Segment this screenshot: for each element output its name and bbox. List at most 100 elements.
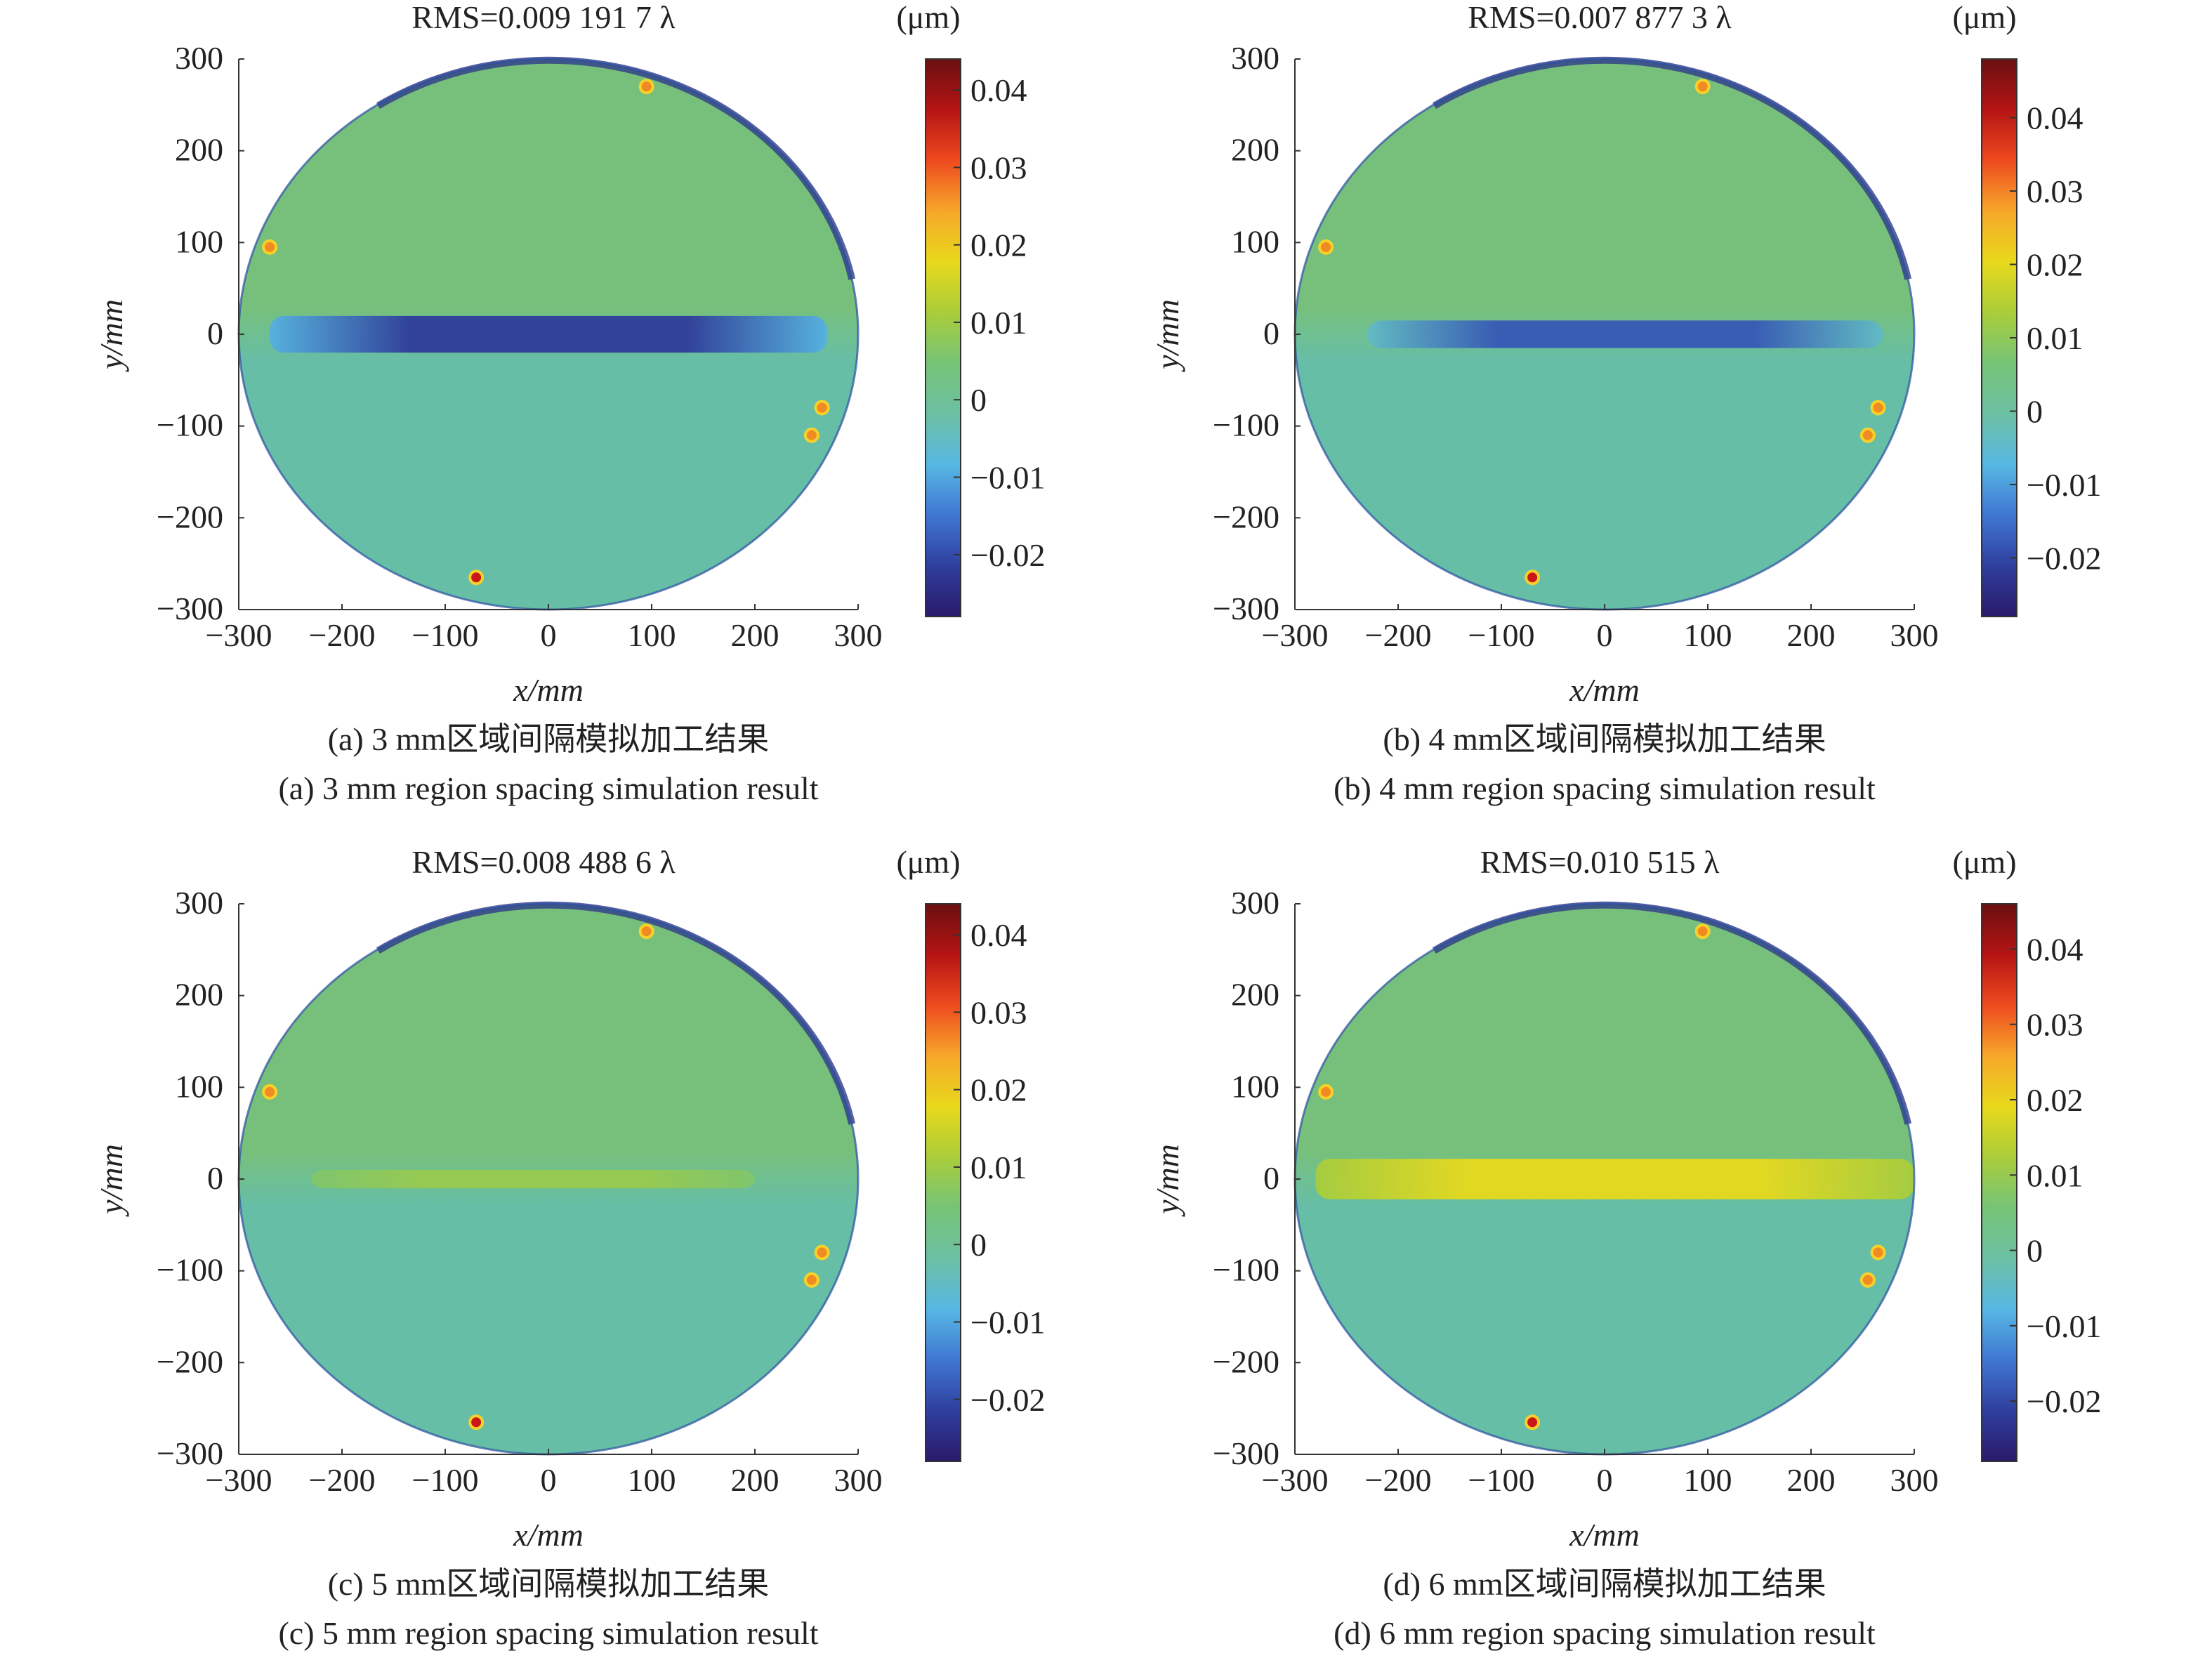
colorbar-tick-label: −0.01 (970, 1305, 1045, 1341)
band-layer (310, 1169, 755, 1189)
x-tick-label: −100 (412, 617, 479, 653)
x-tick-label: 100 (1684, 617, 1732, 653)
y-tick-label: 200 (1231, 977, 1279, 1013)
x-tick-label: −100 (1468, 617, 1535, 653)
y-tick-label: 300 (1231, 885, 1279, 921)
y-tick-label: −300 (157, 1435, 223, 1471)
colorbar-tick-label: 0.01 (970, 305, 1027, 341)
hot-spot (1859, 1272, 1876, 1288)
y-tick-label: 0 (207, 1160, 223, 1196)
x-tick-label: 300 (1890, 617, 1939, 653)
colorbar-tick-label: 0 (970, 382, 987, 418)
colorbar-tick-label: 0.03 (2027, 1007, 2083, 1043)
x-axis-label: x/mm (513, 672, 584, 708)
x-tick-label: −300 (1262, 1462, 1329, 1498)
colorbar (1981, 903, 2017, 1462)
y-tick-label: −300 (1213, 1435, 1279, 1471)
band-layer (1315, 1159, 1914, 1199)
hot-spot (468, 1414, 485, 1430)
caption-en: (a) 3 mm region spacing simulation resul… (278, 770, 818, 806)
colorbar-tick-label: 0.03 (970, 994, 1027, 1030)
colorbar-tick-label: −0.02 (2027, 540, 2101, 576)
x-tick-label: −300 (206, 617, 272, 653)
hot-spot (1859, 427, 1876, 443)
colorbar-tick-label: 0.01 (970, 1150, 1027, 1185)
x-tick-label: −200 (309, 1462, 376, 1498)
y-tick-label: −200 (1213, 1343, 1279, 1379)
chart-panel-a: RMS=0.009 191 7 λ (μm) −300 −200 −100 0 100 200… (93, 0, 1045, 806)
y-tick-label: 0 (1263, 1160, 1279, 1196)
colorbar-tick-label: 0.04 (970, 72, 1027, 108)
x-tick-label: 200 (731, 617, 779, 653)
hot-spot (1870, 400, 1886, 416)
hot-spot (1694, 79, 1711, 95)
colorbar-tick-label: 0 (970, 1227, 987, 1263)
colorbar-tick-label: 0.01 (2027, 320, 2083, 356)
colorbar-tick-label: 0.02 (2027, 247, 2083, 283)
x-tick-label: −200 (1365, 1462, 1432, 1498)
caption-cn: (c) 5 mm区域间隔模拟加工结果 (328, 1566, 770, 1602)
x-tick-label: 200 (731, 1462, 779, 1498)
band-layer (270, 315, 827, 353)
x-tick-label: −200 (1365, 617, 1432, 653)
chart-title: RMS=0.009 191 7 λ (412, 0, 676, 35)
y-tick-label: 100 (175, 223, 223, 259)
processing-band (1367, 320, 1883, 348)
colorbar-tick-label: −0.01 (2027, 1308, 2101, 1344)
y-tick-label: 300 (1231, 40, 1279, 76)
y-axis-label: y/mm (1150, 1144, 1185, 1217)
chart-panel-d: RMS=0.010 515 λ (μm) −300 −200 −100 0 100 200 30… (1150, 844, 2101, 1651)
chart-title: RMS=0.010 515 λ (1480, 844, 1720, 880)
colorbar-tick-label: 0 (2027, 393, 2043, 429)
y-axis-label: y/mm (93, 299, 129, 372)
colorbar (925, 58, 961, 617)
colorbar-tick-label: −0.02 (2027, 1383, 2101, 1419)
hot-spot (1525, 570, 1541, 586)
y-tick-label: 300 (175, 885, 223, 921)
colorbar-tick-label: 0.02 (970, 228, 1027, 263)
y-tick-label: 300 (175, 40, 223, 76)
y-tick-label: 100 (175, 1068, 223, 1104)
y-tick-label: 200 (1231, 132, 1279, 168)
hot-spot (803, 427, 819, 443)
x-tick-label: −300 (1262, 617, 1329, 653)
colorbar-unit-label: (μm) (896, 844, 960, 880)
x-tick-label: 100 (1684, 1462, 1732, 1498)
y-tick-label: −100 (1213, 407, 1279, 443)
colorbar-tick-label: 0.04 (2027, 931, 2083, 967)
caption-en: (d) 6 mm region spacing simulation resul… (1334, 1615, 1876, 1651)
x-tick-label: 300 (834, 1462, 883, 1498)
x-tick-label: 300 (1890, 1462, 1939, 1498)
colorbar (925, 903, 961, 1462)
x-tick-label: −300 (206, 1462, 272, 1498)
hot-spot (638, 79, 654, 95)
x-tick-label: 200 (1787, 1462, 1836, 1498)
colorbar-tick-label: −0.02 (970, 1382, 1045, 1418)
y-tick-label: 100 (1231, 223, 1279, 259)
y-tick-label: 0 (207, 315, 223, 351)
x-tick-label: −200 (309, 617, 376, 653)
processing-band (1315, 1159, 1914, 1199)
x-tick-label: 0 (1597, 617, 1613, 653)
y-axis-label: y/mm (1150, 299, 1185, 372)
y-axis-label: y/mm (93, 1144, 129, 1217)
x-tick-label: 100 (628, 617, 676, 653)
x-tick-label: 300 (834, 617, 883, 653)
colorbar-tick-label: 0.03 (2027, 173, 2083, 209)
y-tick-label: −300 (1213, 591, 1279, 626)
y-tick-label: 100 (1231, 1068, 1279, 1104)
colorbar-tick-label: 0.04 (2027, 100, 2083, 136)
x-axis-label: x/mm (513, 1517, 584, 1553)
colorbar-unit-label: (μm) (896, 0, 960, 35)
colorbar-tick-label: 0.03 (970, 150, 1027, 185)
caption-en: (b) 4 mm region spacing simulation resul… (1334, 770, 1876, 806)
y-tick-label: −200 (1213, 499, 1279, 534)
colorbar-tick-label: −0.01 (970, 460, 1045, 496)
x-tick-label: 0 (1597, 1462, 1613, 1498)
colorbar-unit-label: (μm) (1952, 0, 2016, 35)
hot-spot (814, 400, 830, 416)
colorbar-unit-label: (μm) (1952, 844, 2016, 880)
x-tick-label: −100 (1468, 1462, 1535, 1498)
processing-band (310, 1169, 755, 1189)
